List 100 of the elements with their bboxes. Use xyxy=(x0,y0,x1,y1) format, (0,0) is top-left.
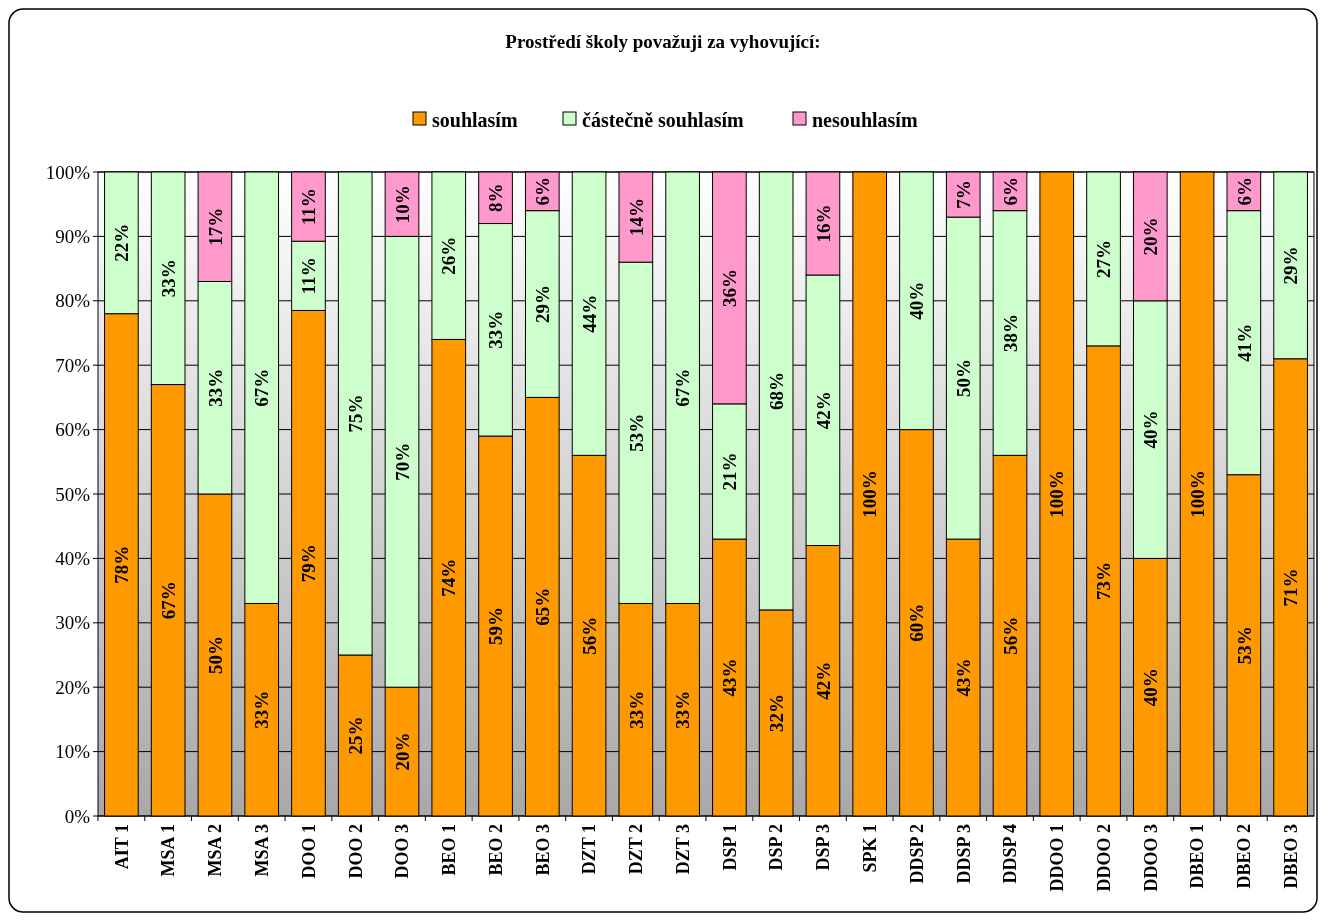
x-tick-label: DOO 1 xyxy=(298,824,319,879)
data-label: 36% xyxy=(719,268,741,307)
data-label: 40% xyxy=(906,281,928,320)
data-label: 33% xyxy=(204,368,226,407)
data-label: 50% xyxy=(952,359,974,398)
data-label: 56% xyxy=(578,616,600,655)
data-label: 75% xyxy=(344,394,366,433)
legend-label: nesouhlasím xyxy=(812,109,918,131)
x-tick-label: DZT 3 xyxy=(672,824,693,875)
data-label: 32% xyxy=(765,693,787,732)
data-label: 8% xyxy=(485,183,507,213)
x-tick-label: DSP 3 xyxy=(813,824,834,871)
data-label: 68% xyxy=(765,371,787,410)
x-tick-label: DDSP 2 xyxy=(906,824,927,884)
data-label: 67% xyxy=(251,368,273,407)
x-tick-label: DDOO 2 xyxy=(1093,824,1114,892)
data-label: 67% xyxy=(672,368,694,407)
data-label: 16% xyxy=(812,204,834,243)
x-tick-label: DZT 2 xyxy=(626,824,647,875)
data-label: 100% xyxy=(1046,470,1068,518)
legend-label: částečně souhlasím xyxy=(582,109,744,131)
data-label: 14% xyxy=(625,198,647,237)
y-tick-label: 50% xyxy=(55,483,91,505)
data-label: 11% xyxy=(298,257,320,295)
data-label: 33% xyxy=(672,690,694,729)
y-tick-label: 40% xyxy=(55,548,91,570)
x-tick-label: DDOO 1 xyxy=(1047,824,1068,892)
data-label: 59% xyxy=(485,607,507,646)
data-label: 25% xyxy=(344,716,366,755)
data-label: 40% xyxy=(1139,668,1161,707)
data-label: 11% xyxy=(298,188,320,226)
data-label: 21% xyxy=(719,452,741,491)
data-label: 6% xyxy=(999,177,1021,206)
x-tick-label: MSA 1 xyxy=(158,824,179,877)
data-label: 53% xyxy=(1233,626,1255,665)
data-label: 44% xyxy=(578,294,600,333)
data-label: 42% xyxy=(812,661,834,700)
x-tick-label: DBEO 2 xyxy=(1234,824,1255,889)
data-label: 100% xyxy=(1186,470,1208,518)
data-label: 50% xyxy=(204,636,226,674)
data-label: 43% xyxy=(952,658,974,697)
x-tick-label: BEO 2 xyxy=(485,824,506,876)
data-label: 29% xyxy=(1280,246,1302,285)
data-label: 33% xyxy=(251,690,273,729)
data-label: 65% xyxy=(531,587,553,626)
x-tick-label: DDOO 3 xyxy=(1140,824,1161,892)
data-label: 10% xyxy=(391,185,413,224)
x-tick-label: DBEO 3 xyxy=(1280,824,1301,889)
x-tick-label: SPK 1 xyxy=(859,824,880,873)
data-label: 78% xyxy=(111,545,133,584)
data-label: 53% xyxy=(625,413,647,452)
data-label: 74% xyxy=(438,558,460,597)
data-label: 41% xyxy=(1233,323,1255,362)
data-label: 43% xyxy=(719,658,741,697)
y-tick-label: 70% xyxy=(55,354,91,376)
x-tick-label: DDSP 3 xyxy=(953,824,974,884)
data-label: 26% xyxy=(438,236,460,275)
data-label: 56% xyxy=(999,616,1021,655)
x-tick-label: DBEO 1 xyxy=(1187,824,1208,889)
data-label: 40% xyxy=(1139,410,1161,449)
data-label: 100% xyxy=(859,470,881,518)
y-tick-label: 30% xyxy=(55,612,91,634)
y-tick-label: 100% xyxy=(45,161,91,183)
data-label: 20% xyxy=(391,732,413,771)
data-label: 29% xyxy=(531,285,553,324)
data-label: 71% xyxy=(1280,568,1302,607)
y-tick-label: 0% xyxy=(64,805,91,827)
data-label: 6% xyxy=(531,177,553,206)
data-label: 79% xyxy=(298,544,320,583)
data-label: 33% xyxy=(157,259,179,298)
data-label: 38% xyxy=(999,314,1021,352)
y-tick-label: 60% xyxy=(55,419,91,441)
y-tick-label: 90% xyxy=(55,226,91,248)
y-tick-label: 10% xyxy=(55,741,91,763)
data-label: 42% xyxy=(812,391,834,430)
x-tick-label: MSA 3 xyxy=(251,824,272,877)
data-label: 33% xyxy=(625,690,647,729)
x-tick-label: AIT 1 xyxy=(111,824,132,870)
x-tick-label: BEO 3 xyxy=(532,824,553,876)
data-label: 22% xyxy=(111,223,133,262)
data-label: 33% xyxy=(485,310,507,349)
legend-label: souhlasím xyxy=(432,109,518,131)
y-tick-label: 80% xyxy=(55,290,91,312)
data-label: 20% xyxy=(1139,217,1161,256)
data-label: 6% xyxy=(1233,177,1255,206)
data-label: 7% xyxy=(952,180,974,209)
x-tick-label: DSP 1 xyxy=(719,824,740,871)
x-tick-label: DOO 3 xyxy=(392,824,413,879)
data-label: 73% xyxy=(1093,561,1115,600)
x-tick-label: BEO 1 xyxy=(439,824,460,876)
x-tick-label: MSA 2 xyxy=(205,824,226,877)
data-label: 67% xyxy=(157,581,179,620)
data-label: 60% xyxy=(906,603,928,642)
y-tick-label: 20% xyxy=(55,676,91,698)
data-label: 17% xyxy=(204,207,226,246)
data-label: 27% xyxy=(1093,239,1115,278)
x-tick-label: DSP 2 xyxy=(766,824,787,871)
chart-title: Prostředí školy považuji za vyhovující: xyxy=(505,31,821,52)
x-tick-label: DOO 2 xyxy=(345,824,366,879)
x-tick-label: DZT 1 xyxy=(579,824,600,875)
